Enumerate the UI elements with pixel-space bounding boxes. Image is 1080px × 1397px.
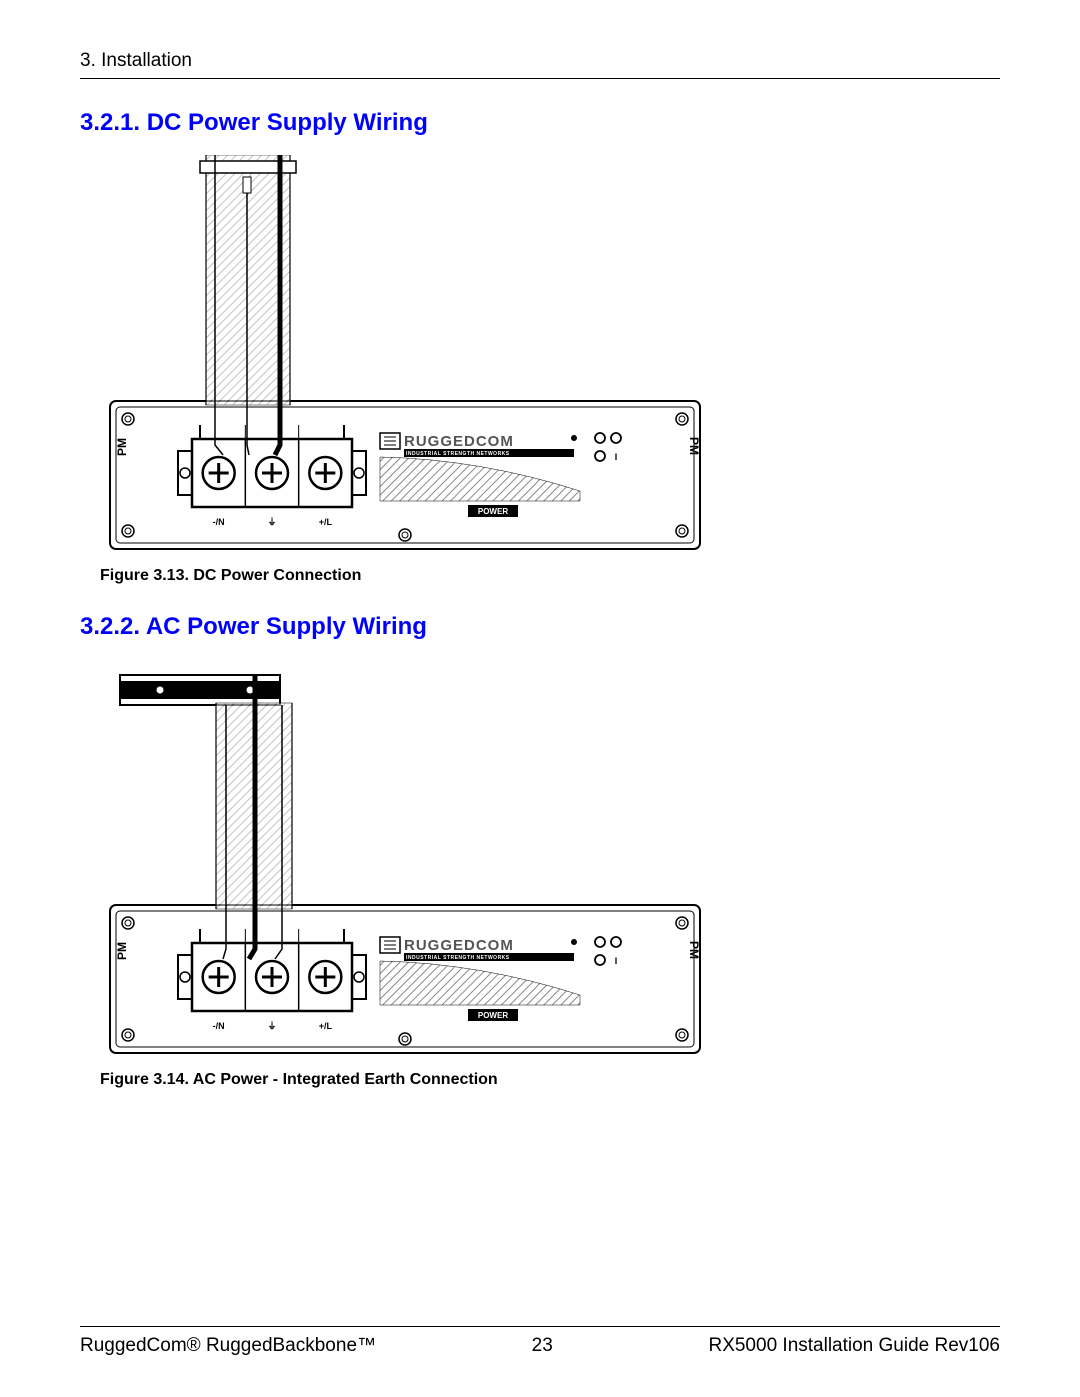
svg-text:INDUSTRIAL STRENGTH NETWORKS: INDUSTRIAL STRENGTH NETWORKS	[406, 955, 510, 961]
svg-text:INDUSTRIAL STRENGTH NETWORKS: INDUSTRIAL STRENGTH NETWORKS	[406, 451, 510, 457]
figure-caption-ac: Figure 3.14. AC Power - Integrated Earth…	[100, 1071, 1000, 1089]
svg-text:I: I	[615, 956, 618, 966]
page-footer: RuggedCom® RuggedBackbone™ 23 RX5000 Ins…	[80, 1326, 1000, 1357]
svg-text:+/L: +/L	[319, 1021, 333, 1031]
svg-text:I: I	[615, 452, 618, 462]
svg-text:PM: PM	[115, 438, 129, 456]
dc-wiring-diagram-svg: PM PM -/N ⏚ +/L RUGGEDCOMINDUSTRIAL STRENGTH …	[100, 155, 710, 555]
svg-text:RUGGEDCOM: RUGGEDCOM	[404, 937, 514, 954]
figure-caption-dc: Figure 3.13. DC Power Connection	[100, 567, 1000, 585]
svg-text:RUGGEDCOM: RUGGEDCOM	[404, 433, 514, 450]
svg-text:PM: PM	[115, 942, 129, 960]
footer-left: RuggedCom® RuggedBackbone™	[80, 1335, 376, 1357]
svg-text:PM: PM	[687, 941, 701, 959]
svg-text:POWER: POWER	[478, 507, 508, 516]
svg-text:+/L: +/L	[319, 517, 333, 527]
footer-right: RX5000 Installation Guide Rev106	[708, 1335, 1000, 1357]
figure-ac-power: PM PM -/N ⏚ +/L RUGGEDCOMINDUSTRIAL STRENGTH …	[100, 659, 1000, 1059]
svg-text:-/N: -/N	[213, 517, 225, 527]
svg-text:PM: PM	[687, 437, 701, 455]
svg-text:POWER: POWER	[478, 1011, 508, 1020]
footer-page-number: 23	[532, 1335, 553, 1357]
section-heading-dc: 3.2.1. DC Power Supply Wiring	[80, 109, 1000, 137]
page-header-chapter: 3. Installation	[80, 50, 1000, 72]
header-rule	[80, 78, 1000, 79]
ac-wiring-diagram-svg: PM PM -/N ⏚ +/L RUGGEDCOMINDUSTRIAL STRENGTH …	[100, 659, 710, 1059]
section-heading-ac: 3.2.2. AC Power Supply Wiring	[80, 613, 1000, 641]
svg-text:⏚: ⏚	[267, 517, 276, 527]
figure-dc-power: PM PM -/N ⏚ +/L RUGGEDCOMINDUSTRIAL STRENGTH …	[100, 155, 1000, 555]
svg-text:-/N: -/N	[213, 1021, 225, 1031]
svg-text:⏚: ⏚	[267, 1021, 276, 1031]
footer-rule	[80, 1326, 1000, 1327]
